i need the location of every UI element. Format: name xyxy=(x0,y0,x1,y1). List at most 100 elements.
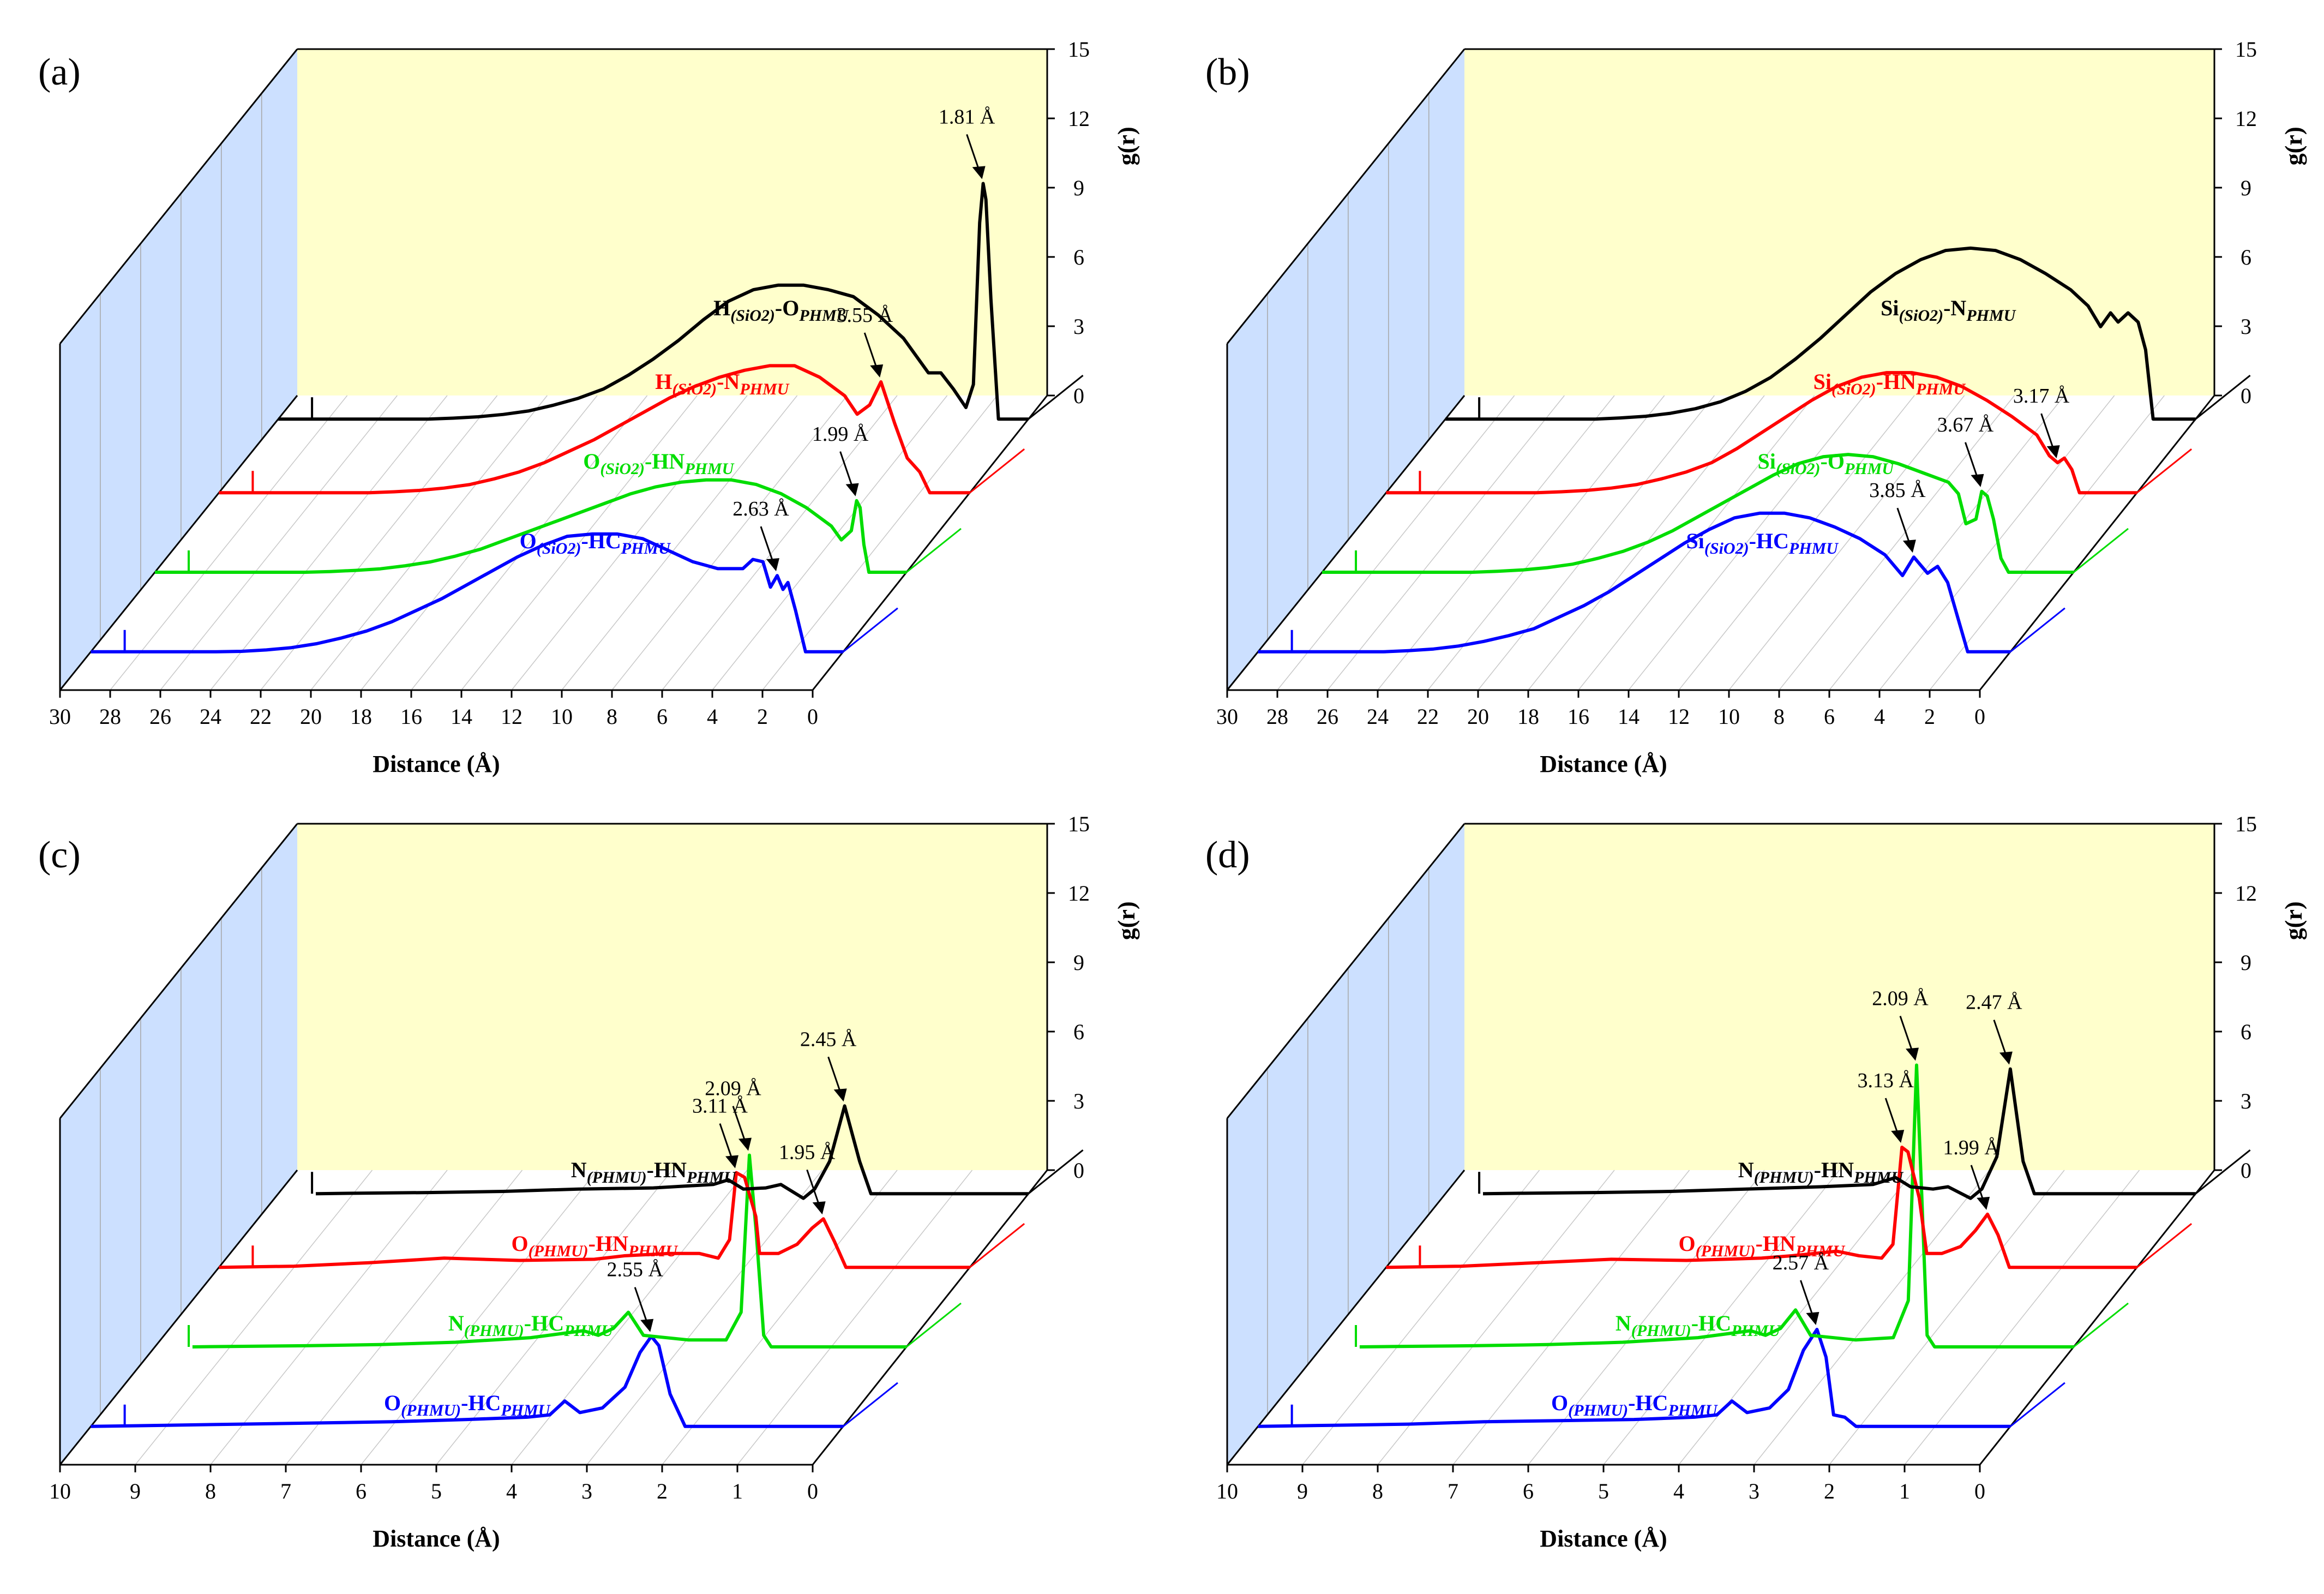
y-tick-label: 12 xyxy=(2235,881,2257,906)
series-tail xyxy=(1028,1149,1084,1195)
annotation-label: 2.63 Å xyxy=(732,498,789,520)
depth-axis-line xyxy=(1979,1170,2215,1465)
series-line-black xyxy=(315,1104,1029,1200)
x-tick-label: 1 xyxy=(732,1479,743,1503)
floor-gridline xyxy=(361,395,598,691)
side-wall xyxy=(60,49,297,690)
y-tick-label: 6 xyxy=(1073,245,1084,269)
series-tail xyxy=(842,1382,898,1427)
y-tick-label: 9 xyxy=(1073,950,1084,975)
series-line-black xyxy=(1482,1067,2196,1200)
x-tick-label: 2 xyxy=(757,704,768,729)
x-tick-label: 24 xyxy=(1367,704,1389,729)
series-tail xyxy=(2009,607,2065,652)
x-tick-label: 2 xyxy=(1824,1479,1835,1503)
side-top-edge xyxy=(59,823,298,1119)
annotation-arrowhead xyxy=(766,558,779,572)
annotation-label: 1.95 Å xyxy=(779,1141,836,1164)
series-tail xyxy=(842,607,898,652)
floor-gridline xyxy=(611,395,848,691)
x-tick-label: 30 xyxy=(1216,704,1238,729)
floor-gridline xyxy=(1377,1170,1615,1465)
series-tail xyxy=(2136,1223,2193,1268)
panel-label: (a) xyxy=(38,51,81,93)
annotation-label: 3.55 Å xyxy=(836,304,893,327)
side-wall xyxy=(60,824,297,1465)
series-label: Si(SiO2)-OPHMU xyxy=(1758,449,1895,478)
annotation-arrowhead xyxy=(738,1137,752,1151)
annotation-arrowhead xyxy=(1971,474,1984,487)
series-tail xyxy=(2073,1302,2129,1348)
x-tick-label: 10 xyxy=(551,704,573,729)
annotation-arrowhead xyxy=(870,364,884,377)
series-label: O(SiO2)-HCPHMU xyxy=(520,529,671,558)
series-line-green xyxy=(1322,453,2074,574)
x-tick-label: 16 xyxy=(400,704,422,729)
floor-gridline xyxy=(1728,395,1965,691)
x-axis-title: Distance (Å) xyxy=(1540,751,1667,777)
x-tick-label: 10 xyxy=(49,1479,71,1503)
x-tick-label: 3 xyxy=(581,1479,592,1503)
floor-gridline xyxy=(1929,395,2165,691)
floor-gridline xyxy=(1327,395,1565,691)
side-bottom-edge xyxy=(59,1170,298,1465)
floor-gridline xyxy=(1302,1170,1540,1465)
x-tick-label: 8 xyxy=(205,1479,216,1503)
series-line-blue xyxy=(1258,1328,2010,1428)
annotation-label: 3.17 Å xyxy=(2013,385,2070,408)
floor-gridline xyxy=(1478,395,1715,691)
floor-gridline xyxy=(160,395,398,691)
x-tick-label: 4 xyxy=(1874,704,1885,729)
x-tick-label: 9 xyxy=(1297,1479,1308,1503)
panel-label: (c) xyxy=(38,834,81,876)
x-tick-label: 1 xyxy=(1899,1479,1910,1503)
back-wall xyxy=(297,49,1047,395)
annotation-arrowhead xyxy=(845,483,859,496)
side-top-edge xyxy=(59,49,298,344)
floor-gridline xyxy=(461,395,698,691)
annotation-arrowhead xyxy=(833,1088,847,1102)
floor-gridline xyxy=(586,1170,823,1465)
x-tick-label: 5 xyxy=(431,1479,442,1503)
x-tick-label: 0 xyxy=(807,704,818,729)
y-tick-label: 9 xyxy=(2241,176,2251,200)
series-line-green xyxy=(1359,1063,2074,1349)
floor-gridline xyxy=(210,1170,448,1465)
floor-gridline xyxy=(285,1170,523,1465)
y-tick-label: 0 xyxy=(1073,383,1084,408)
x-tick-label: 10 xyxy=(1718,704,1740,729)
floor-gridline xyxy=(561,395,798,691)
series-line-black xyxy=(278,182,1029,421)
floor-gridline xyxy=(662,395,898,691)
series-line-red xyxy=(219,364,970,495)
series-tail xyxy=(2009,1382,2065,1427)
x-tick-label: 7 xyxy=(280,1479,291,1503)
floor-gridline xyxy=(110,395,348,691)
series-label: N(PHMU)-HCPHMU xyxy=(448,1311,614,1340)
series-tail xyxy=(2195,375,2251,420)
y-tick-label: 0 xyxy=(2241,383,2251,408)
x-tick-label: 6 xyxy=(657,704,668,729)
x-axis-title: Distance (Å) xyxy=(373,1525,500,1552)
side-bottom-edge xyxy=(1226,1170,1466,1465)
side-wall xyxy=(1227,49,1464,690)
annotation-arrowhead xyxy=(1999,1051,2013,1065)
series-tail xyxy=(2073,528,2129,573)
series-line-blue xyxy=(91,1334,843,1428)
annotation-arrowhead xyxy=(1977,1196,1990,1210)
x-tick-label: 26 xyxy=(1317,704,1338,729)
floor-gridline xyxy=(1452,1170,1690,1465)
x-tick-label: 14 xyxy=(1618,704,1640,729)
x-tick-label: 3 xyxy=(1749,1479,1759,1503)
back-wall xyxy=(297,824,1047,1170)
annotation-label: 1.99 Å xyxy=(812,423,869,446)
series-line-black xyxy=(1445,246,2196,421)
floor-gridline xyxy=(1578,395,1815,691)
series-tail xyxy=(2136,448,2193,494)
series-label: H(SiO2)-NPHMU xyxy=(655,369,789,398)
series-label: H(SiO2)-OPHMU xyxy=(713,296,849,325)
floor-gridline xyxy=(260,395,498,691)
y-tick-label: 3 xyxy=(1073,314,1084,339)
